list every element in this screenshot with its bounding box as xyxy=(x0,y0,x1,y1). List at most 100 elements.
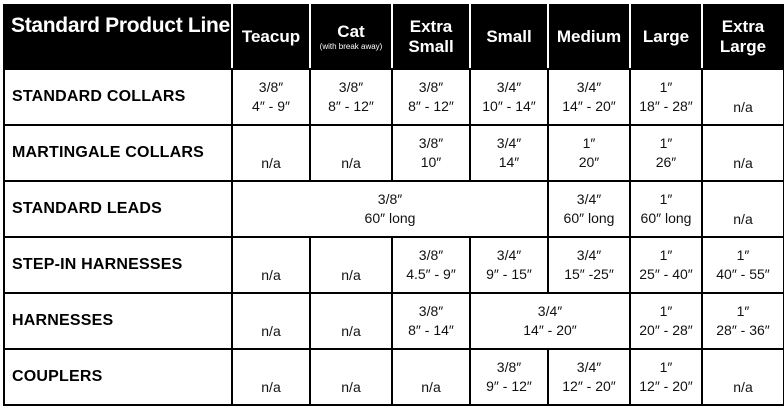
table-cell: 3/8″ 8″ - 12″ xyxy=(391,68,471,126)
table-cell-na: n/a xyxy=(701,180,784,238)
row-label: STANDARD LEADS xyxy=(3,180,233,238)
cell-line: n/a xyxy=(733,211,753,227)
cell-line: 3/4″ xyxy=(496,247,522,263)
product-size-table: Standard Product Line Teacup Cat (with bre… xyxy=(3,4,784,406)
table-cell: 3/4″ 14″ - 20″ xyxy=(469,292,631,350)
cell-line: n/a xyxy=(421,379,441,395)
cell-line: n/a xyxy=(341,155,361,171)
table-row: STANDARD LEADS 3/8″ 60″ long 3/4″ 60″ long 1″… xyxy=(3,180,784,238)
column-header-label: Small xyxy=(408,37,454,56)
cell-line: 1″ xyxy=(736,247,750,263)
table-cell: 3/4″ 14″ xyxy=(469,124,549,182)
table-cell: 3/4″ 60″ long xyxy=(547,180,631,238)
cell-line: n/a xyxy=(261,267,281,283)
table-cell: 3/4″ 10″ - 14″ xyxy=(469,68,549,126)
cell-line: 14″ xyxy=(498,154,520,170)
cell-line: 60″ long xyxy=(640,210,692,226)
cell-line: 15″ -25″ xyxy=(564,266,614,282)
cell-line: 1″ xyxy=(659,135,673,151)
column-header-label: Teacup xyxy=(241,27,301,46)
table-cell-na: n/a xyxy=(701,348,784,406)
table-cell: 3/4″ 9″ - 15″ xyxy=(469,236,549,294)
cell-line: 3/8″ xyxy=(418,79,444,95)
table-title: Standard Product Line xyxy=(3,4,233,70)
cell-line: 20″ xyxy=(578,154,600,170)
cell-line: 40″ - 55″ xyxy=(716,266,770,282)
cell-line: 60″ long xyxy=(364,210,416,226)
table-row: STANDARD COLLARS 3/8″ 4″ - 9″ 3/8″ 8″ - 12″ 3… xyxy=(3,68,784,126)
table-cell: 1″ 20″ xyxy=(547,124,631,182)
table-cell: 1″ 18″ - 28″ xyxy=(629,68,703,126)
table-row: HARNESSES n/a n/a 3/8″ 8″ - 14″ 3/4″ 14″ - 20″… xyxy=(3,292,784,350)
table-cell: 3/8″ 4.5″ - 9″ xyxy=(391,236,471,294)
cell-line: 3/4″ xyxy=(576,247,602,263)
column-header-large: Large xyxy=(629,4,703,70)
cell-line: n/a xyxy=(261,155,281,171)
cell-line: n/a xyxy=(261,323,281,339)
cell-line: n/a xyxy=(733,155,753,171)
column-header-small: Small xyxy=(469,4,549,70)
table-cell: 1″ 26″ xyxy=(629,124,703,182)
cell-line: 1″ xyxy=(582,135,596,151)
cell-line: 8″ - 12″ xyxy=(408,98,454,114)
table-cell: 3/4″ 15″ -25″ xyxy=(547,236,631,294)
table-cell: 1″ 25″ - 40″ xyxy=(629,236,703,294)
table-cell: 1″ 28″ - 36″ xyxy=(701,292,784,350)
cell-line: 8″ - 12″ xyxy=(328,98,374,114)
table-cell-na: n/a xyxy=(231,236,311,294)
cell-line: n/a xyxy=(341,379,361,395)
row-label: COUPLERS xyxy=(3,348,233,406)
column-header-label: Extra xyxy=(721,17,765,36)
cell-line: 4.5″ - 9″ xyxy=(406,266,456,282)
table-cell: 1″ 20″ - 28″ xyxy=(629,292,703,350)
cell-line: n/a xyxy=(341,267,361,283)
cell-line: 3/4″ xyxy=(576,359,602,375)
table-cell: 3/8″ 8″ - 14″ xyxy=(391,292,471,350)
table-cell-na: n/a xyxy=(701,68,784,126)
cell-line: 10″ - 14″ xyxy=(482,98,536,114)
cell-line: 20″ - 28″ xyxy=(639,322,693,338)
column-header-label: Cat xyxy=(337,22,365,41)
cell-line: 14″ - 20″ xyxy=(562,98,616,114)
cell-line: 1″ xyxy=(659,247,673,263)
cell-line: 3/4″ xyxy=(576,79,602,95)
cell-line: 12″ - 20″ xyxy=(639,378,693,394)
cell-line: 3/8″ xyxy=(418,135,444,151)
column-header-extra-small: Extra Small xyxy=(391,4,471,70)
table-row: MARTINGALE COLLARS n/a n/a 3/8″ 10″ 3/4″ 14″ 1″… xyxy=(3,124,784,182)
cell-line: 9″ - 12″ xyxy=(486,378,532,394)
cell-line: 18″ - 28″ xyxy=(639,98,693,114)
cell-line: 28″ - 36″ xyxy=(716,322,770,338)
column-header-label: Small xyxy=(486,27,532,46)
cell-line: 9″ - 15″ xyxy=(486,266,532,282)
cell-line: 25″ - 40″ xyxy=(639,266,693,282)
row-label: MARTINGALE COLLARS xyxy=(3,124,233,182)
cell-line: 3/8″ xyxy=(338,79,364,95)
cell-line: 3/8″ xyxy=(418,247,444,263)
column-header-label: Large xyxy=(642,27,690,46)
cell-line: n/a xyxy=(733,99,753,115)
column-header-label: Medium xyxy=(556,27,622,46)
table-cell: 3/4″ 12″ - 20″ xyxy=(547,348,631,406)
cell-line: 3/8″ xyxy=(377,191,403,207)
table-cell: 1″ 12″ - 20″ xyxy=(629,348,703,406)
cell-line: 60″ long xyxy=(563,210,615,226)
table-cell-na: n/a xyxy=(309,236,393,294)
cell-line: 3/8″ xyxy=(418,303,444,319)
table-header: Standard Product Line Teacup Cat (with bre… xyxy=(3,4,784,70)
table-cell: 1″ 60″ long xyxy=(629,180,703,238)
cell-line: 1″ xyxy=(736,303,750,319)
cell-line: 1″ xyxy=(659,191,673,207)
cell-line: 4″ - 9″ xyxy=(252,98,290,114)
column-header-medium: Medium xyxy=(547,4,631,70)
table-body: STANDARD COLLARS 3/8″ 4″ - 9″ 3/8″ 8″ - 12″ 3… xyxy=(3,68,784,406)
row-label: HARNESSES xyxy=(3,292,233,350)
table-cell-na: n/a xyxy=(309,348,393,406)
column-header-extra-large: Extra Large xyxy=(701,4,784,70)
column-header-label: Large xyxy=(719,37,767,56)
column-header-label: Extra xyxy=(409,17,453,36)
cell-line: n/a xyxy=(733,379,753,395)
table-row: COUPLERS n/a n/a n/a 3/8″ 9″ - 12″ 3/4″ 12″ - 2… xyxy=(3,348,784,406)
table-cell: 3/8″ 9″ - 12″ xyxy=(469,348,549,406)
table-cell-na: n/a xyxy=(309,124,393,182)
